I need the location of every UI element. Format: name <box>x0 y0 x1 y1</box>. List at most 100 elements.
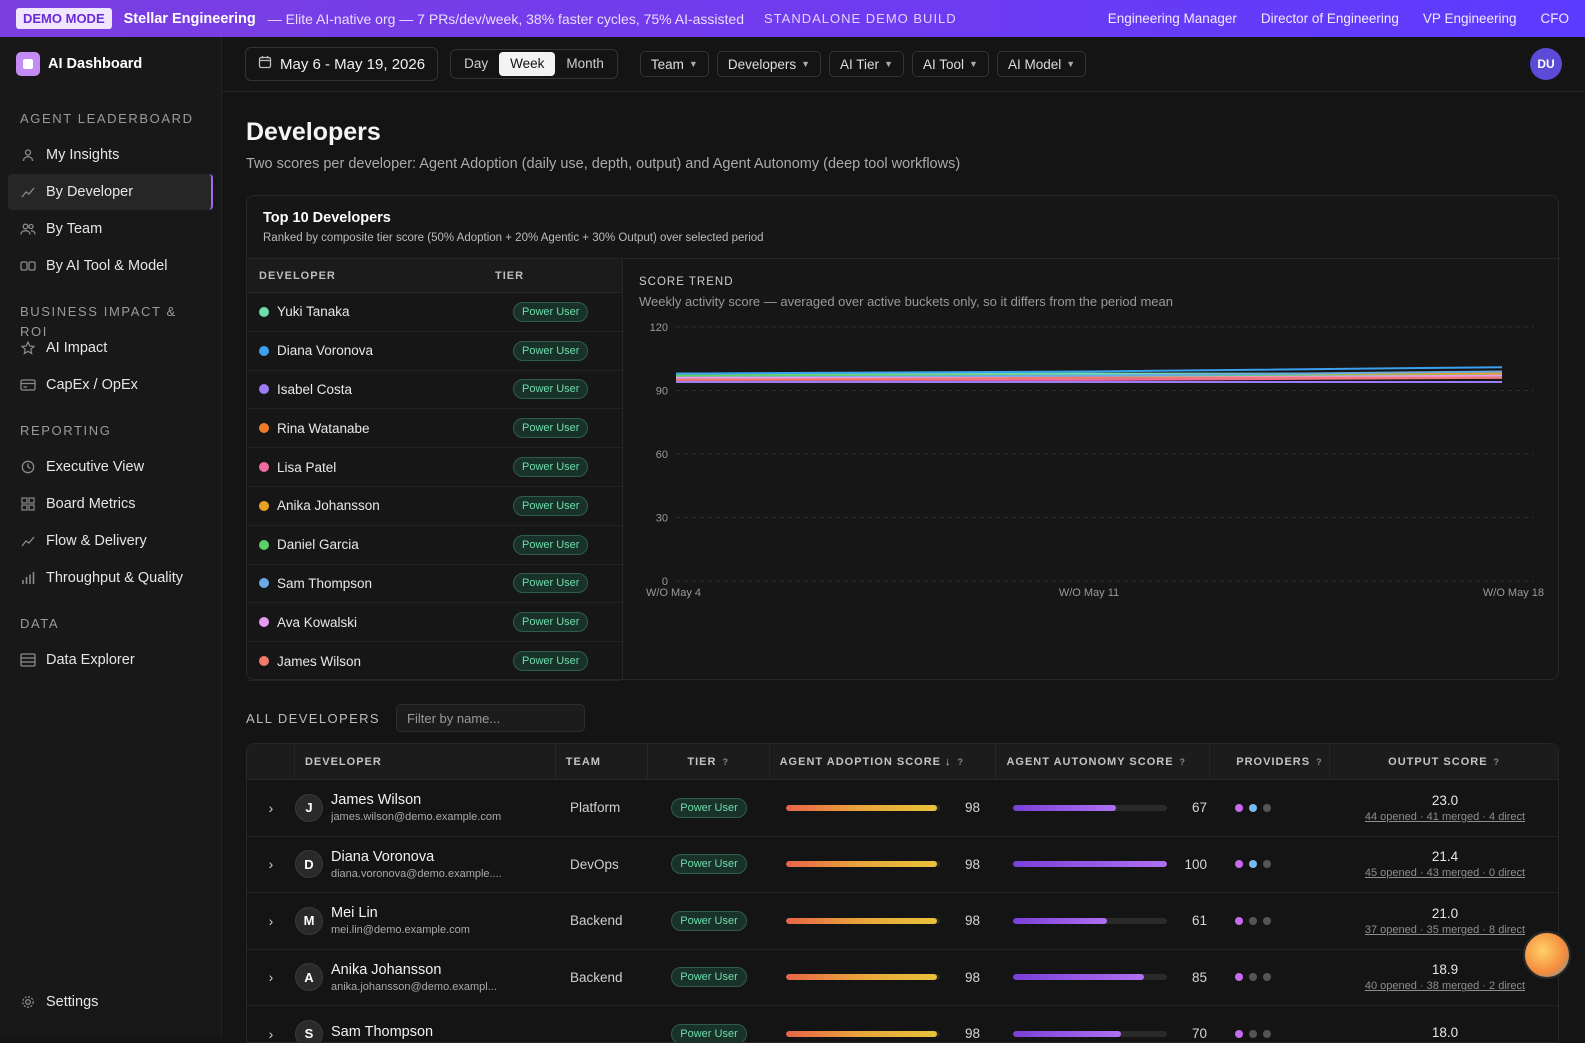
adoption-bar <box>786 974 940 981</box>
date-range-picker[interactable]: May 6 - May 19, 2026 <box>245 47 439 81</box>
top-developers-subtitle: Ranked by composite tier score (50% Adop… <box>263 232 764 244</box>
col-developer-header[interactable]: DEVELOPER <box>295 744 556 780</box>
adoption-score: 98 <box>964 913 980 929</box>
all-developers-toolbar: ALL DEVELOPERS <box>246 703 586 733</box>
assistant-bubble-icon[interactable] <box>1523 931 1571 979</box>
developer-email: anika.johansson@demo.exampl... <box>331 980 497 993</box>
table-row[interactable]: › A Anika Johansson anika.johansson@demo.… <box>247 950 1558 1006</box>
sidebar-item-by-ai-tool-model[interactable]: By AI Tool & Model <box>8 248 213 284</box>
role-engineering-manager[interactable]: Engineering Manager <box>1107 11 1237 26</box>
leaderboard-row[interactable]: Ava Kowalski Power User <box>247 603 622 643</box>
output-detail-link[interactable]: 37 opened · 35 merged · 8 direct <box>1364 923 1526 936</box>
col-adoption-header[interactable]: AGENT ADOPTION SCORE ↓? <box>770 744 997 780</box>
leaderboard-row[interactable]: James Wilson Power User <box>247 642 622 681</box>
sidebar-item-label: AI Impact <box>46 340 108 356</box>
tier-badge: Power User <box>671 797 747 818</box>
sidebar-item-label: Flow & Delivery <box>46 533 147 549</box>
output-detail-link[interactable]: 45 opened · 43 merged · 0 direct <box>1364 867 1526 880</box>
sidebar-item-by-developer[interactable]: By Developer <box>8 174 213 210</box>
period-week-button[interactable]: Week <box>499 52 556 76</box>
sidebar-item-throughput-quality[interactable]: Throughput & Quality <box>8 560 213 596</box>
role-cfo[interactable]: CFO <box>1540 11 1570 26</box>
sidebar-item-executive-view[interactable]: Executive View <box>8 449 213 485</box>
y-tick-label: 120 <box>650 322 668 334</box>
table-row[interactable]: › M Mei Lin mei.lin@demo.example.com Back… <box>247 893 1558 950</box>
top-developers-title: Top 10 Developers <box>263 210 391 226</box>
tier-badge: Power User <box>513 651 589 672</box>
sidebar-item-ai-impact[interactable]: AI Impact <box>8 330 213 366</box>
user-avatar[interactable]: DU <box>1530 48 1562 80</box>
filter-developers-dropdown[interactable]: Developers ▼ <box>716 51 822 77</box>
leaderboard-row[interactable]: Lisa Patel Power User <box>247 448 622 487</box>
sidebar-item-flow-delivery[interactable]: Flow & Delivery <box>8 523 213 559</box>
leaderboard-row[interactable]: Sam Thompson Power User <box>247 565 622 604</box>
leaderboard-row[interactable]: Rina Watanabe Power User <box>247 409 622 449</box>
help-icon[interactable]: ? <box>722 756 729 767</box>
series-color-dot <box>259 656 269 667</box>
table-row[interactable]: › J James Wilson james.wilson@demo.exampl… <box>247 780 1558 837</box>
tier-badge: Power User <box>513 573 589 594</box>
provider-dot-icon <box>1249 860 1257 869</box>
tier-cell: Power User <box>648 910 770 931</box>
provider-dot-icon <box>1249 803 1257 812</box>
help-icon[interactable]: ? <box>1493 756 1501 767</box>
filter-name-input[interactable] <box>396 704 586 732</box>
tier-badge: Power User <box>671 1023 747 1042</box>
provider-dot-icon <box>1235 916 1243 925</box>
autonomy-score: 85 <box>1191 969 1207 985</box>
period-day-button[interactable]: Day <box>464 56 489 71</box>
adoption-cell: 98 <box>770 913 997 928</box>
filter-team-dropdown[interactable]: Team ▼ <box>639 51 709 77</box>
table-row[interactable]: › D Diana Voronova diana.voronova@demo.ex… <box>247 837 1558 893</box>
help-icon[interactable]: ? <box>957 756 965 767</box>
org-tagline: — Elite AI-native org — 7 PRs/dev/week, … <box>267 10 744 27</box>
providers-cell <box>1211 803 1331 812</box>
role-director[interactable]: Director of Engineering <box>1260 11 1399 26</box>
expand-row-chevron-icon[interactable]: › <box>268 1025 274 1042</box>
tier-badge: Power User <box>513 340 589 361</box>
sidebar-item-my-insights[interactable]: My Insights <box>8 137 213 173</box>
developer-email: james.wilson@demo.example.com <box>331 811 502 824</box>
filter-ai-tool-dropdown[interactable]: AI Tool ▼ <box>911 51 989 77</box>
leaderboard-list: DEVELOPER TIER Yuki Tanaka Power User Dian… <box>247 258 623 681</box>
output-score: 21.4 <box>1431 849 1459 865</box>
col-team-header[interactable]: TEAM <box>556 744 648 780</box>
col-autonomy-header[interactable]: AGENT AUTONOMY SCORE? <box>996 744 1211 780</box>
leaderboard-row[interactable]: Isabel Costa Power User <box>247 371 622 410</box>
output-score: 23.0 <box>1431 792 1459 808</box>
filter-ai-tier-dropdown[interactable]: AI Tier ▼ <box>829 51 904 77</box>
output-detail-link[interactable]: 44 opened · 41 merged · 4 direct <box>1364 810 1526 823</box>
expand-row-chevron-icon[interactable]: › <box>268 856 274 873</box>
expand-row-chevron-icon[interactable]: › <box>268 912 274 929</box>
trend-icon <box>20 533 36 549</box>
autonomy-bar-fill <box>1013 974 1144 981</box>
sidebar-item-board-metrics[interactable]: Board Metrics <box>8 486 213 522</box>
sidebar-item-by-team[interactable]: By Team <box>8 211 213 247</box>
provider-dot-icon <box>1263 1029 1271 1038</box>
sidebar-item-data-explorer[interactable]: Data Explorer <box>8 642 213 678</box>
top-developers-card: Top 10 Developers Ranked by composite ti… <box>246 195 1560 681</box>
output-detail-link[interactable]: 40 opened · 38 merged · 2 direct <box>1364 980 1526 993</box>
expand-row-chevron-icon[interactable]: › <box>268 799 274 816</box>
filter-ai-model-dropdown[interactable]: AI Model ▼ <box>996 51 1087 77</box>
expand-row-chevron-icon[interactable]: › <box>268 969 274 986</box>
app-logo-icon <box>16 52 40 76</box>
help-icon[interactable]: ? <box>1316 756 1323 767</box>
col-providers-header[interactable]: PROVIDERS? <box>1210 744 1331 780</box>
leaderboard-row[interactable]: Diana Voronova Power User <box>247 332 622 371</box>
sidebar-item-capex-opex[interactable]: CapEx / OpEx <box>8 367 213 403</box>
leaderboard-row[interactable]: Daniel Garcia Power User <box>247 526 622 565</box>
team-cell: Platform <box>570 800 621 816</box>
sidebar-item-settings[interactable]: Settings <box>8 984 214 1020</box>
brand[interactable]: AI Dashboard <box>0 37 221 91</box>
leaderboard-row[interactable]: Anika Johansson Power User <box>247 487 622 526</box>
leaderboard-row[interactable]: Yuki Tanaka Power User <box>247 293 622 332</box>
help-icon[interactable]: ? <box>1179 756 1187 767</box>
toggle-icon <box>20 258 36 274</box>
col-tier: TIER <box>495 269 525 282</box>
col-output-header[interactable]: OUTPUT SCORE? <box>1388 755 1501 768</box>
role-vp[interactable]: VP Engineering <box>1422 11 1517 26</box>
table-row[interactable]: › S Sam Thompson Power User 98 70 18.0 <box>247 1006 1558 1042</box>
period-month-button[interactable]: Month <box>566 56 604 71</box>
col-tier-header[interactable]: TIER? <box>648 744 770 780</box>
